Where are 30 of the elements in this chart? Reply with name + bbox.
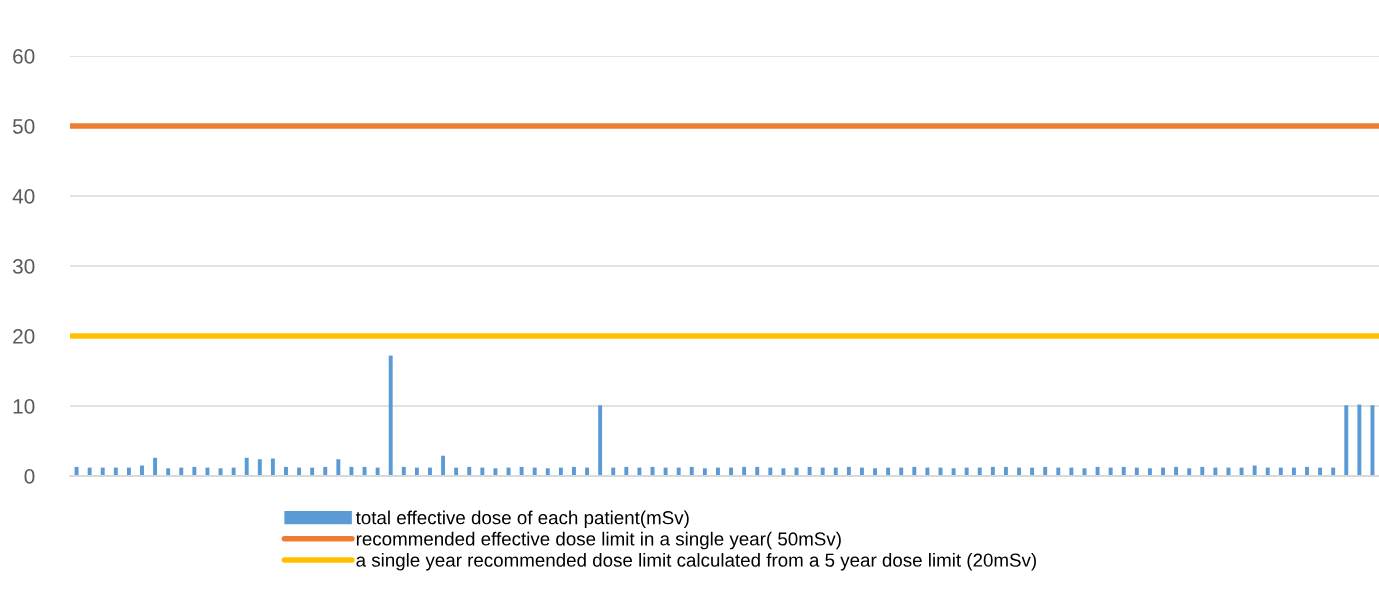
- bar: [336, 459, 341, 476]
- y-tick-label: 30: [12, 259, 35, 274]
- y-tick-label: 0: [24, 469, 35, 484]
- bar: [388, 355, 393, 476]
- y-tick-label: 50: [12, 119, 35, 134]
- y-tick-label: 40: [12, 189, 35, 204]
- y-tick-label: 60: [13, 49, 35, 64]
- bar: [166, 468, 171, 476]
- bar: [598, 405, 603, 476]
- bar: [244, 457, 249, 476]
- bar: [873, 468, 877, 476]
- legend-label: a single year recommended dose limit calculated from a 5 year dose limit (20mSv): [356, 553, 1036, 571]
- bar: [257, 459, 262, 476]
- y-tick-label: 20: [13, 329, 35, 344]
- bar: [1344, 405, 1349, 476]
- y-tick-label: 10: [13, 399, 35, 414]
- legend-label: total effective dose of each patient(mSv): [355, 510, 689, 529]
- bar: [1187, 468, 1192, 476]
- bar: [493, 468, 498, 476]
- bar: [951, 468, 956, 476]
- bar: [545, 468, 550, 476]
- bar: [1357, 404, 1362, 476]
- bar: [702, 468, 707, 476]
- bar: [153, 457, 158, 476]
- bar: [441, 455, 446, 476]
- bar: [270, 458, 275, 476]
- bar: [1370, 405, 1375, 476]
- bar: [781, 468, 786, 476]
- legend-label: recommended effective dose limit in a single year( 50mSv): [356, 531, 841, 550]
- bar: [1147, 468, 1152, 476]
